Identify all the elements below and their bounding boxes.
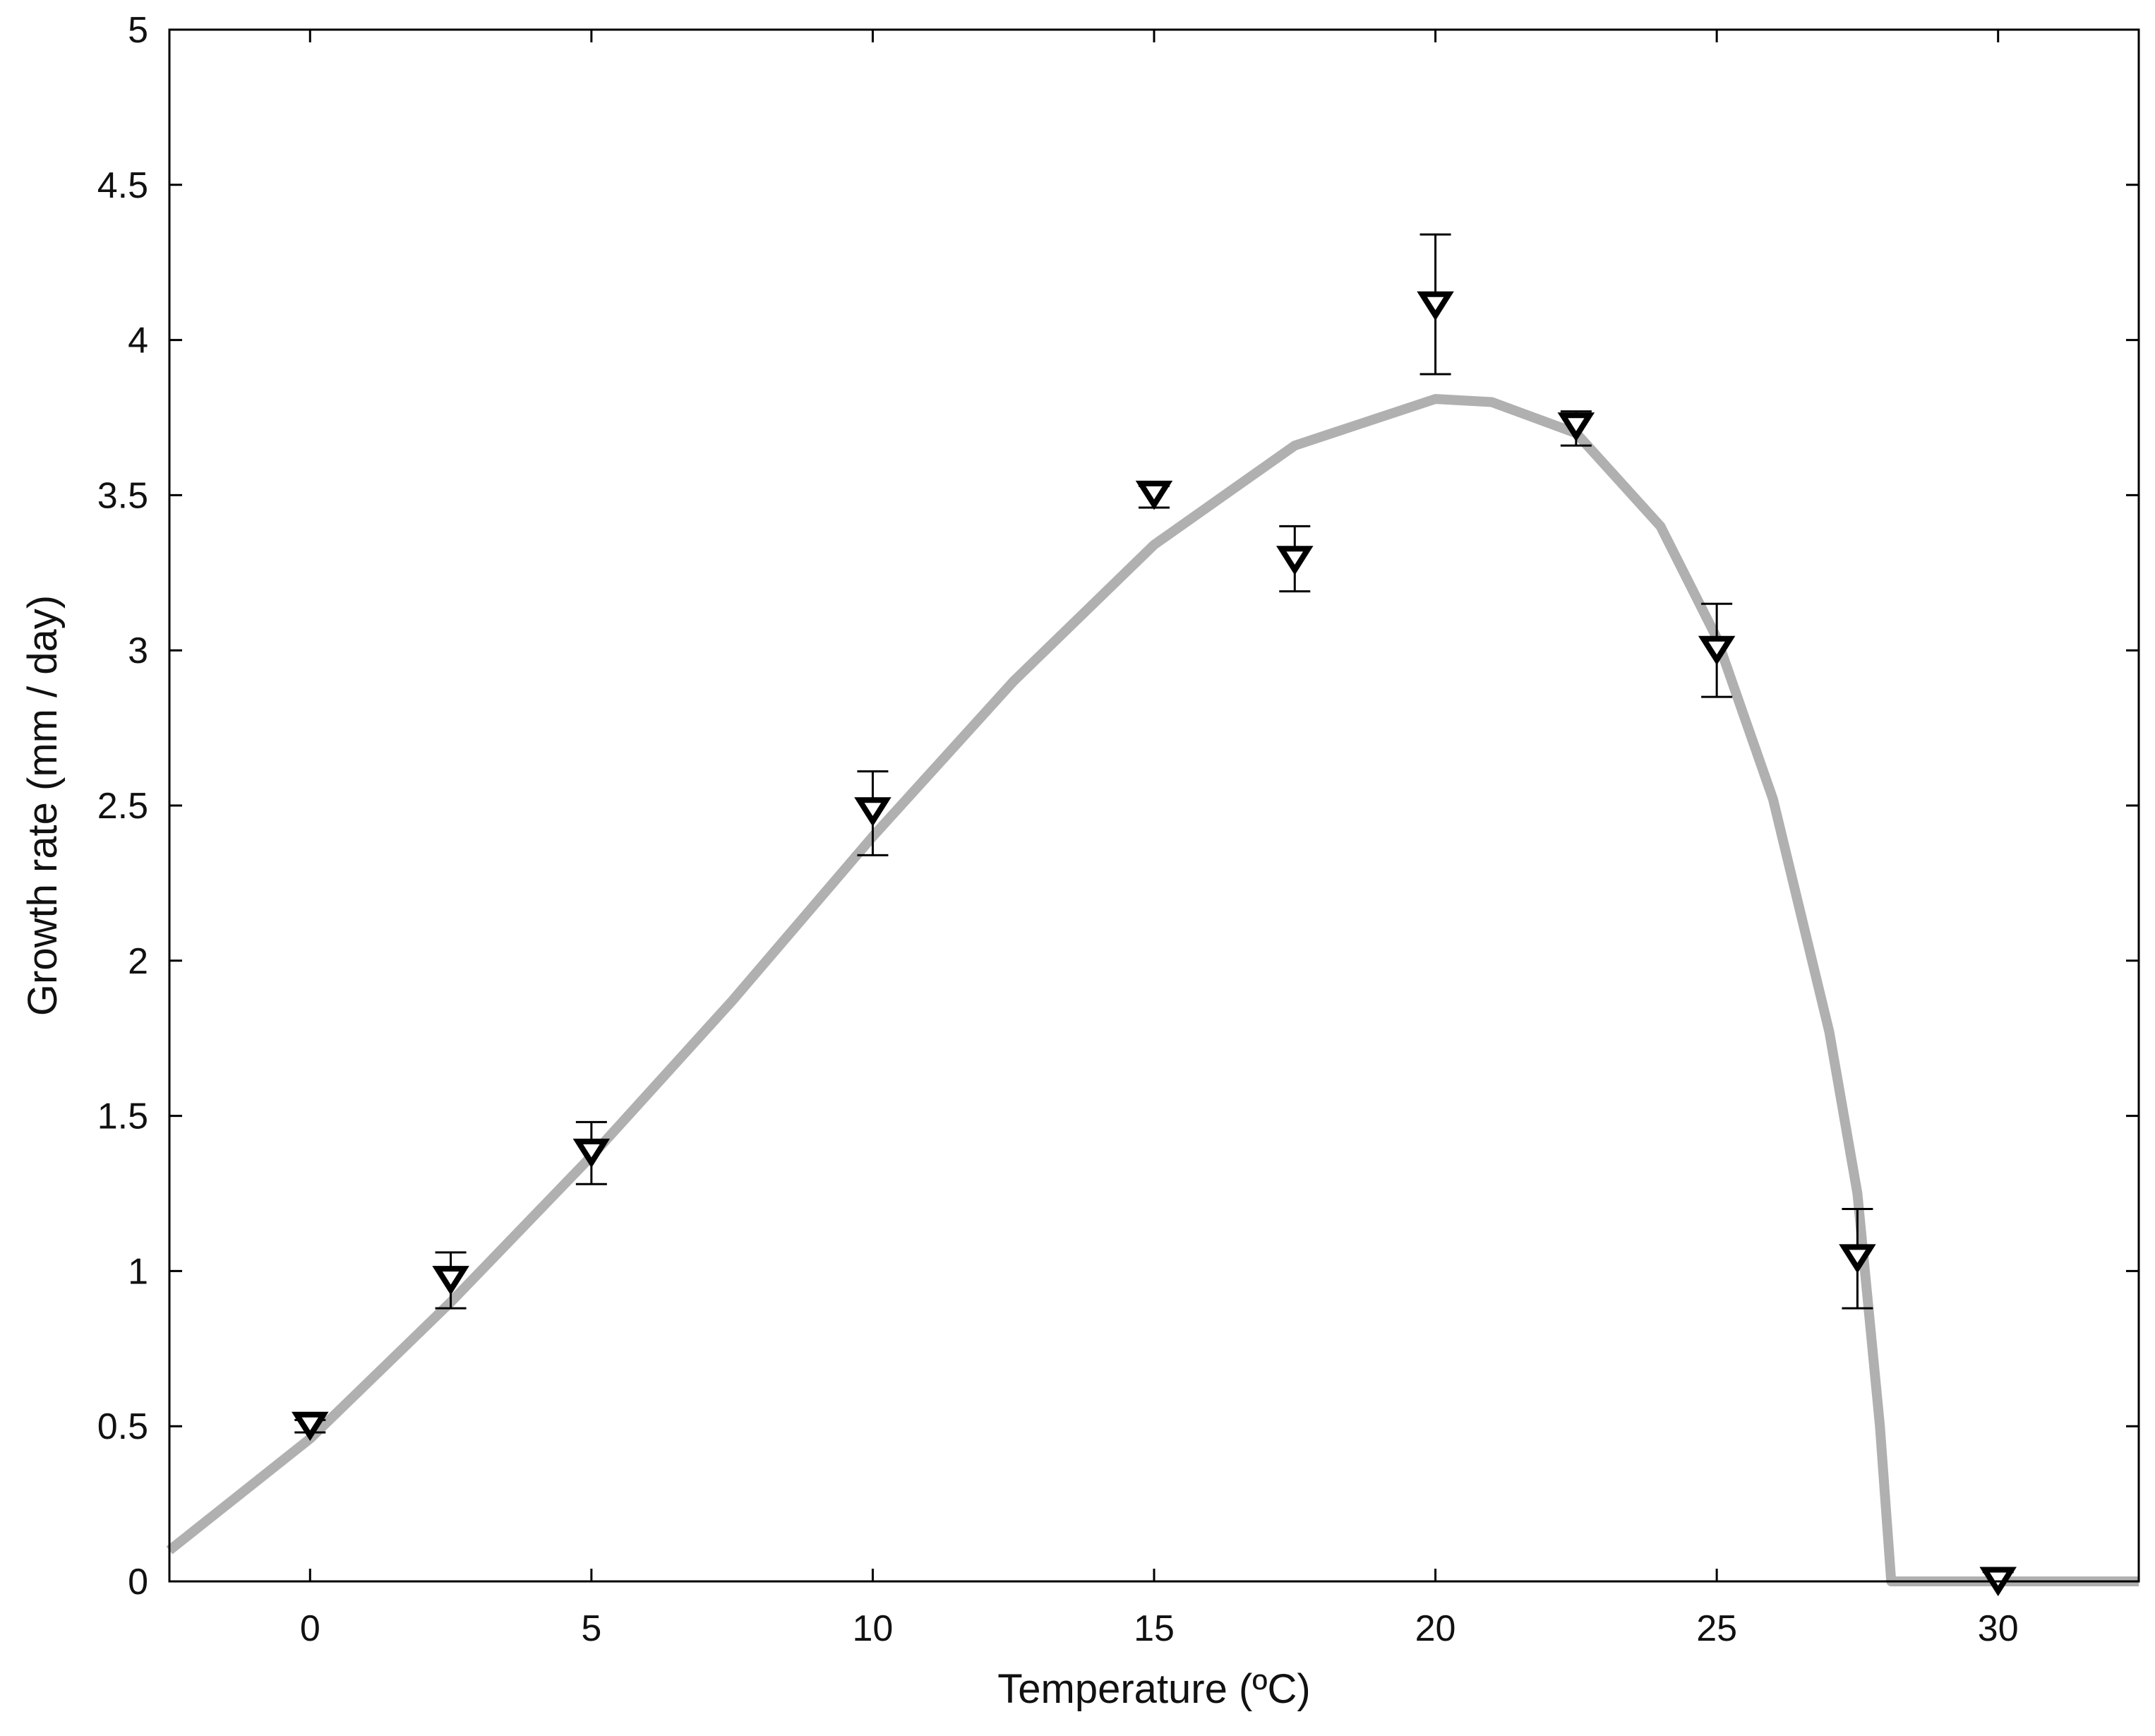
y-axis-title: Growth rate (mm / day) bbox=[20, 595, 66, 1016]
data-point bbox=[1698, 635, 1736, 666]
x-tick-label: 0 bbox=[300, 1608, 320, 1649]
y-tick-label: 2.5 bbox=[97, 786, 148, 827]
data-point bbox=[1417, 291, 1454, 321]
y-tick-label: 1.5 bbox=[97, 1096, 148, 1137]
data-point bbox=[1839, 1244, 1876, 1274]
fitted-curve bbox=[166, 394, 2139, 1586]
fitted-curve-layer bbox=[166, 394, 2139, 1586]
y-tick-label: 0.5 bbox=[97, 1406, 148, 1447]
data-point bbox=[1557, 412, 1595, 442]
y-tick-label: 4 bbox=[128, 321, 148, 361]
y-tick-label: 4.5 bbox=[97, 165, 148, 206]
data-point bbox=[572, 1138, 611, 1168]
y-tick-label: 2 bbox=[128, 941, 148, 982]
y-tick-label: 0 bbox=[128, 1562, 148, 1603]
data-point bbox=[854, 797, 892, 827]
data-point bbox=[1135, 480, 1173, 510]
plot-frame bbox=[168, 28, 2140, 1583]
y-tick-label: 1 bbox=[128, 1251, 148, 1292]
y-tick-label: 3 bbox=[128, 630, 148, 671]
data-point bbox=[292, 1411, 329, 1442]
x-tick-label: 5 bbox=[581, 1608, 601, 1649]
x-tick-label: 15 bbox=[1134, 1608, 1175, 1649]
x-tick-label: 25 bbox=[1696, 1608, 1737, 1649]
data-point bbox=[432, 1266, 469, 1295]
x-tick-label: 20 bbox=[1415, 1608, 1456, 1649]
tick-labels-layer: 0 5 10 15 20 25 30 0 0.5 1 1.5 2 2.5 3 3.5 4 4.5 5 bbox=[97, 10, 2019, 1649]
x-tick-label: 10 bbox=[853, 1608, 894, 1649]
y-tick-label: 3.5 bbox=[97, 475, 148, 516]
data-points-layer bbox=[292, 233, 2017, 1596]
x-axis-title: Temperature (ºC) bbox=[997, 1666, 1310, 1712]
data-point bbox=[1276, 546, 1314, 575]
x-tick-label: 30 bbox=[1978, 1608, 2019, 1649]
y-tick-label: 5 bbox=[128, 10, 148, 51]
